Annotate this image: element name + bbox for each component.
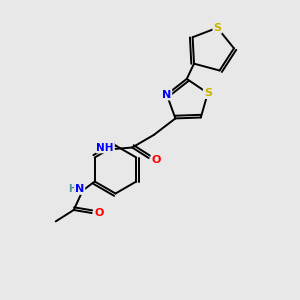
Text: H: H: [68, 184, 76, 194]
Text: O: O: [152, 154, 161, 164]
Text: NH: NH: [97, 142, 114, 152]
Text: N: N: [162, 89, 171, 100]
Text: N: N: [75, 184, 84, 194]
Text: S: S: [204, 88, 212, 98]
Text: O: O: [94, 208, 104, 218]
Text: S: S: [213, 23, 221, 33]
